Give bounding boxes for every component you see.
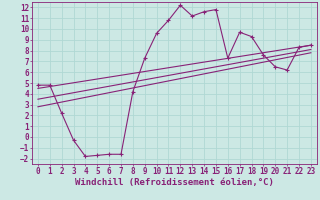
- X-axis label: Windchill (Refroidissement éolien,°C): Windchill (Refroidissement éolien,°C): [75, 178, 274, 187]
